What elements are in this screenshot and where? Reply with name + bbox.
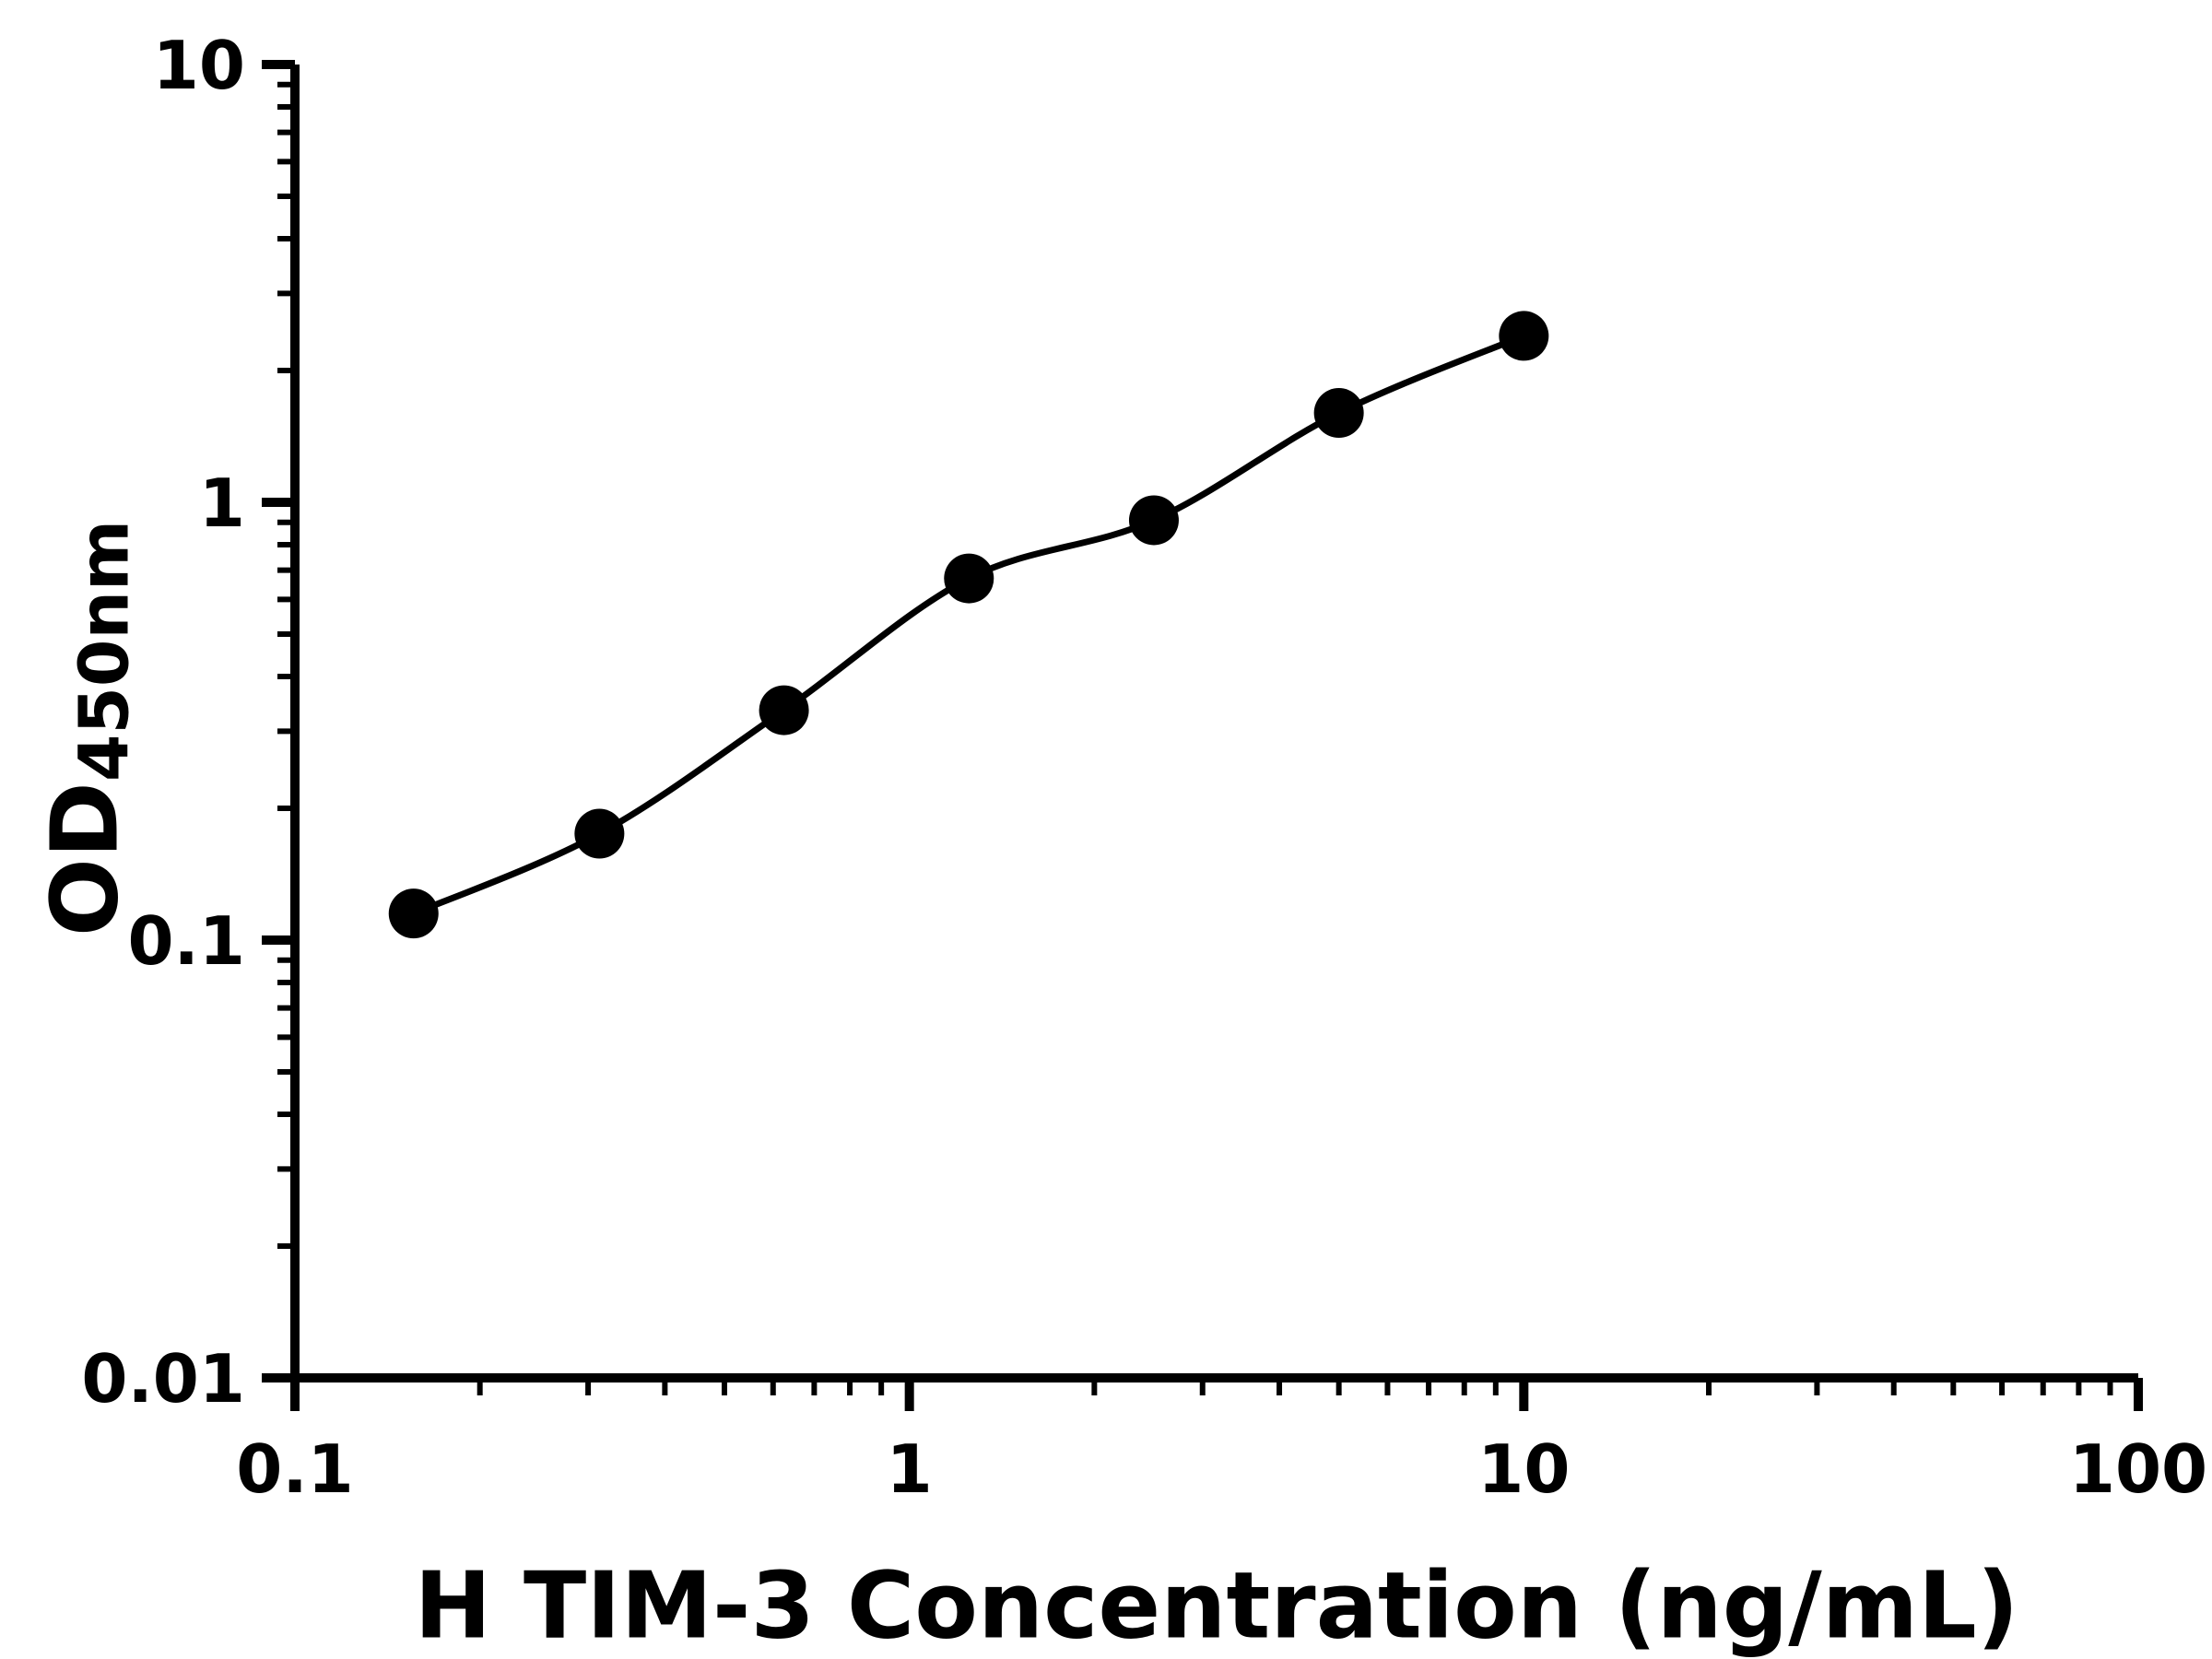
x-axis-title: H TIM-3 Concentration (ng/mL) <box>414 1551 2019 1659</box>
x-tick-label: 100 <box>2069 1430 2207 1508</box>
data-point <box>1499 311 1549 361</box>
x-tick-label: 0.1 <box>236 1430 354 1508</box>
x-tick-label: 1 <box>887 1430 933 1508</box>
axis-spines <box>290 65 2138 1382</box>
y-axis-title: OD450nm <box>30 520 145 937</box>
data-point <box>1313 388 1364 439</box>
y-tick-label: 0.01 <box>81 1340 245 1418</box>
y-axis-title-subscript: 450nm <box>65 519 145 782</box>
y-tick-label: 10 <box>153 27 245 104</box>
y-axis-title-main: OD <box>30 782 139 937</box>
data-point <box>759 685 809 735</box>
data-point <box>574 808 625 859</box>
data-point <box>388 888 439 939</box>
y-tick-label: 0.1 <box>127 902 245 980</box>
data-point <box>944 553 994 604</box>
x-tick-label: 10 <box>1477 1430 1570 1508</box>
y-tick-label: 1 <box>199 465 245 542</box>
data-point <box>1128 495 1179 546</box>
